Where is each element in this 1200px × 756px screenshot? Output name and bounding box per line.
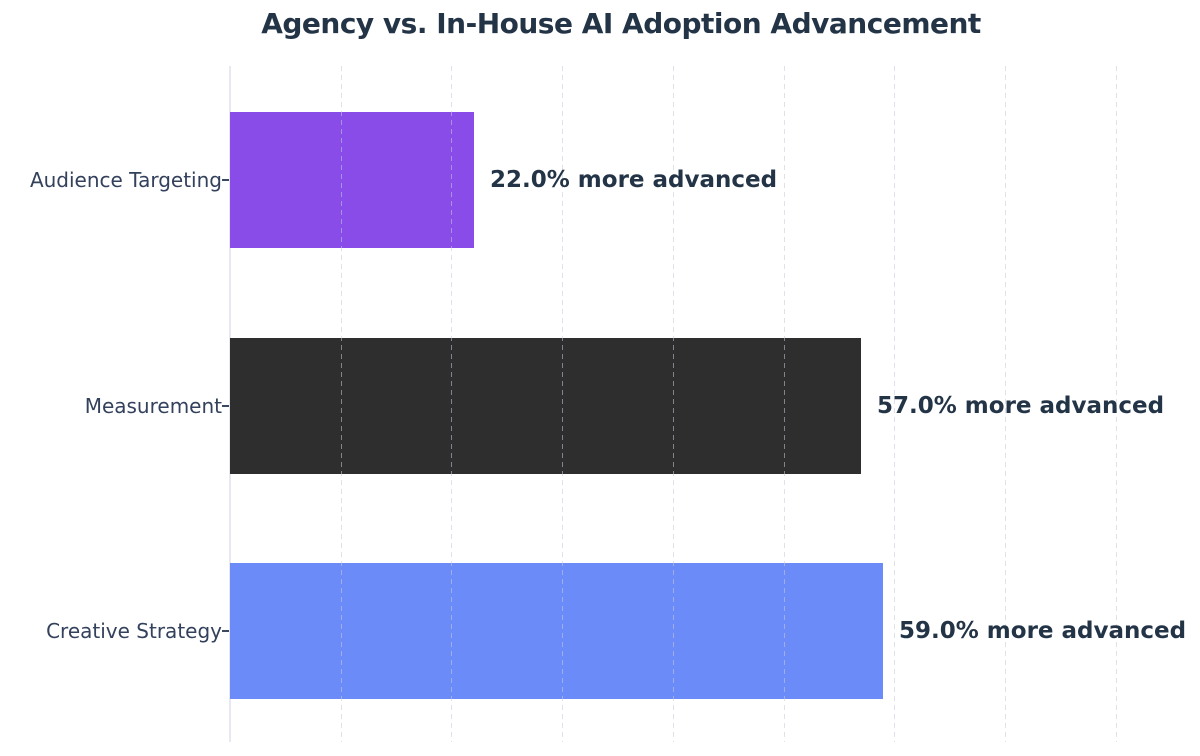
bar [230,338,861,474]
y-axis-label: Measurement [84,394,222,418]
y-axis-tick [222,179,229,181]
y-axis-label: Creative Strategy [46,619,222,643]
gridline [1005,66,1006,742]
gridline [451,66,452,742]
bar-value-annotation: 59.0% more advanced [899,618,1187,644]
bar [230,563,883,699]
gridline [784,66,785,742]
gridline [341,66,342,742]
y-axis-tick [222,630,229,632]
gridline [1116,66,1117,742]
bar-value-annotation: 22.0% more advanced [490,167,778,193]
chart-title: Agency vs. In-House AI Adoption Advancem… [261,7,981,40]
gridline [894,66,895,742]
gridline [673,66,674,742]
bar [230,112,474,248]
y-axis-label: Audience Targeting [29,168,222,192]
y-axis-tick [222,405,229,407]
bar-value-annotation: 57.0% more advanced [877,393,1165,419]
gridline [562,66,563,742]
